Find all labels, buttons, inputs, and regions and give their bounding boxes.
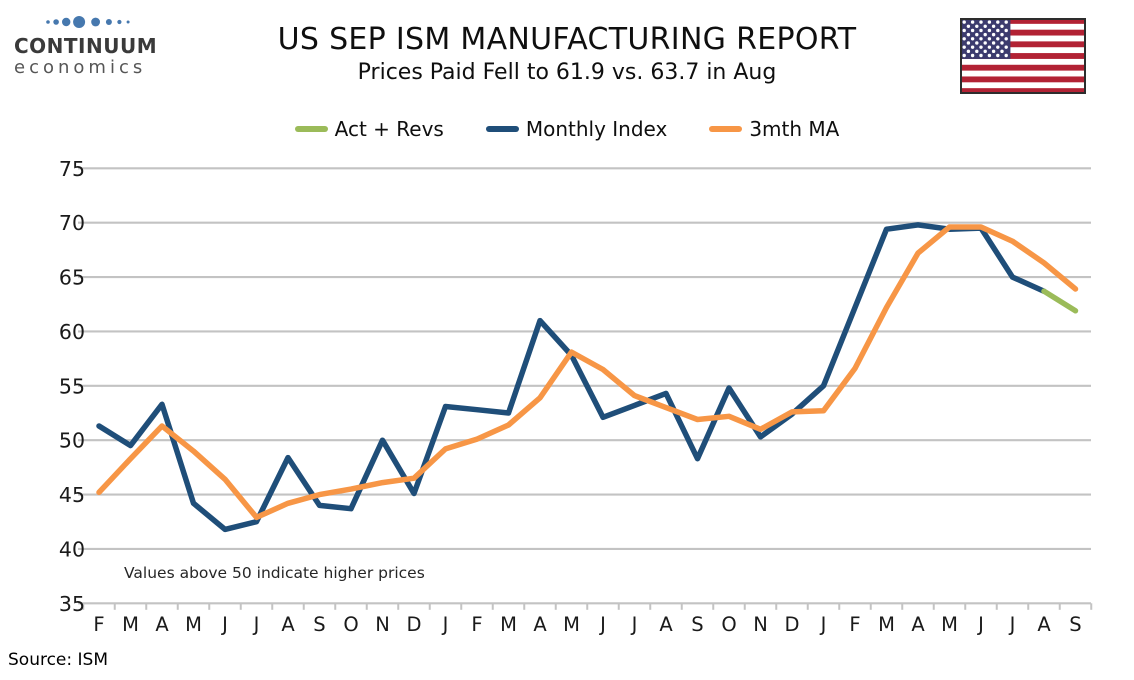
y-tick-label-35: 35 — [59, 592, 85, 616]
series-line-3mth-ma — [96, 224, 1079, 521]
x-tick-label-14: A — [533, 613, 547, 636]
ma-line-swatch — [709, 126, 743, 132]
x-tick-label-29: J — [1008, 613, 1016, 636]
page-subtitle: Prices Paid Fell to 61.9 vs. 63.7 in Aug — [357, 60, 777, 85]
y-tick-label-70: 70 — [59, 211, 85, 235]
x-tick-label-26: A — [911, 613, 925, 636]
x-tick-label-17: J — [630, 613, 638, 636]
y-tick-label-55: 55 — [59, 374, 85, 398]
chart-legend: Act + Revs Monthly Index 3mth MA — [0, 117, 1134, 141]
x-tick-label-19: S — [691, 613, 703, 636]
legend-item-monthly-index: Monthly Index — [485, 117, 668, 141]
x-tick-label-31: S — [1069, 613, 1081, 636]
x-tick-label-21: N — [753, 613, 768, 636]
x-tick-label-9: N — [375, 613, 390, 636]
x-tick-label-4: J — [220, 613, 228, 636]
monthly-index-line-swatch — [485, 126, 519, 132]
y-tick-label-60: 60 — [59, 320, 85, 344]
page-title: US SEP ISM MANUFACTURING REPORT — [277, 22, 857, 57]
y-tick-label-40: 40 — [59, 537, 85, 561]
logo-dots-icon — [46, 16, 130, 28]
x-tick-label-1: M — [122, 613, 139, 636]
x-tick-label-30: A — [1037, 613, 1051, 636]
line-chart: 35 40 45 50 55 60 65 70 75 F M A M J J A S O N D J F M A M J J A S O N… — [0, 150, 1134, 654]
x-tick-label-28: J — [976, 613, 984, 636]
x-tick-label-16: J — [598, 613, 606, 636]
x-tick-label-18: A — [659, 613, 673, 636]
series-line-act-revs — [1041, 288, 1079, 314]
x-tick-label-6: A — [281, 613, 295, 636]
x-tick-label-0: F — [93, 613, 104, 636]
x-tick-label-8: O — [343, 613, 358, 636]
legend-label-3mth-ma: 3mth MA — [749, 117, 840, 141]
x-tick-label-7: S — [313, 613, 325, 636]
source-note: Source: ISM — [8, 650, 108, 670]
x-tick-label-23: J — [819, 613, 827, 636]
legend-label-monthly-index: Monthly Index — [525, 117, 668, 141]
x-tick-label-22: D — [784, 613, 799, 636]
chart-annotation: Values above 50 indicate higher prices — [124, 564, 425, 582]
y-tick-label-45: 45 — [59, 483, 85, 507]
x-tick-label-27: M — [941, 613, 958, 636]
x-tick-label-5: J — [252, 613, 260, 636]
legend-item-3mth-ma: 3mth MA — [709, 117, 839, 141]
us-flag-icon — [960, 18, 1086, 94]
x-tick-label-3: M — [185, 613, 202, 636]
x-tick-label-13: M — [500, 613, 517, 636]
y-tick-label-65: 65 — [59, 266, 85, 290]
series-line-monthly-index — [96, 222, 1047, 533]
x-tick-label-24: F — [849, 613, 860, 636]
x-tick-label-25: M — [878, 613, 895, 636]
legend-item-act-revs: Act + Revs — [294, 117, 444, 141]
act-revs-line-swatch — [294, 126, 328, 132]
x-tick-label-11: J — [441, 613, 449, 636]
x-tick-label-15: M — [563, 613, 580, 636]
logo-name: CONTINUUM — [14, 34, 158, 58]
logo-subname: economics — [14, 57, 147, 78]
x-tick-label-10: D — [406, 613, 421, 636]
x-tick-label-20: O — [721, 613, 736, 636]
y-tick-label-50: 50 — [59, 429, 85, 453]
continuum-economics-logo: CONTINUUM economics — [14, 12, 194, 82]
y-tick-label-75: 75 — [59, 157, 85, 181]
x-tick-label-12: F — [471, 613, 482, 636]
legend-label-act-revs: Act + Revs — [334, 117, 444, 141]
x-tick-label-2: A — [155, 613, 169, 636]
